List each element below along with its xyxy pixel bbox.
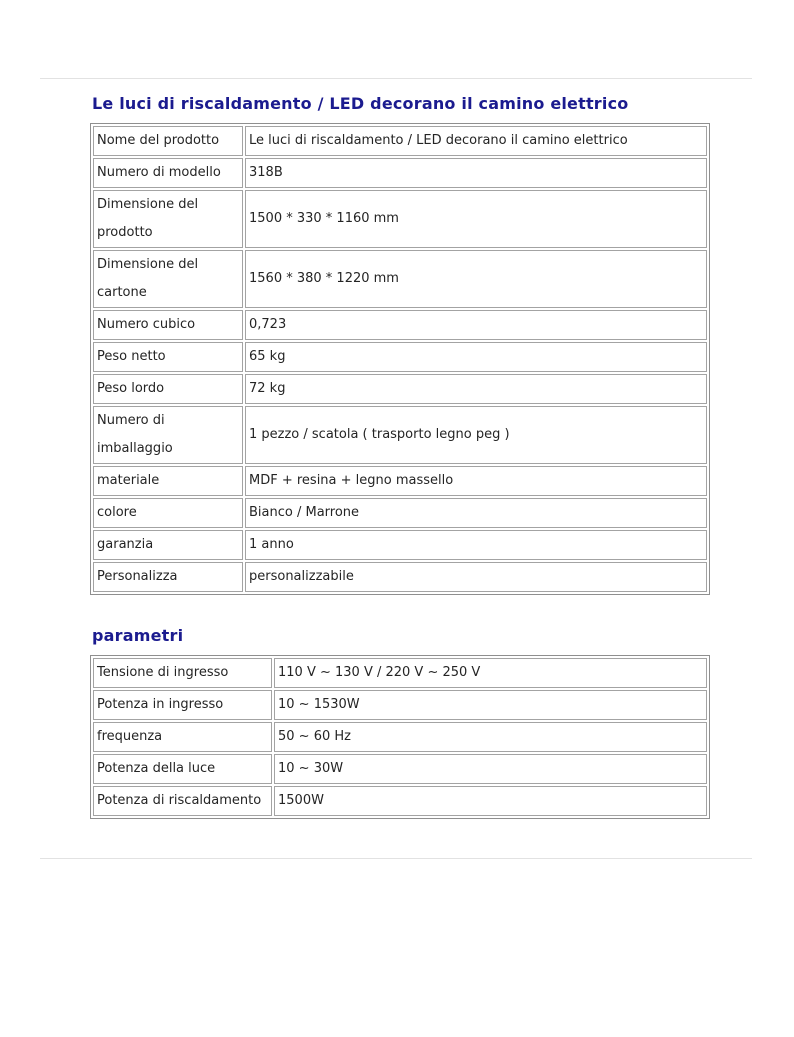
parameters-table: Tensione di ingresso 110 V ~ 130 V / 220… bbox=[90, 655, 710, 819]
spec-label-cell: Potenza in ingresso bbox=[93, 690, 272, 720]
spec-value-cell: Le luci di riscaldamento / LED decorano … bbox=[245, 126, 707, 156]
table-row: Numero di modello 318B bbox=[93, 158, 707, 188]
spec-value-cell: 1500 * 330 * 1160 mm bbox=[245, 190, 707, 248]
spec-value-cell: 10 ~ 30W bbox=[274, 754, 707, 784]
spec-label-cell: Dimensione del cartone bbox=[93, 250, 243, 308]
spec-label-cell: Potenza della luce bbox=[93, 754, 272, 784]
spec-label-cell: garanzia bbox=[93, 530, 243, 560]
table-row: Potenza della luce 10 ~ 30W bbox=[93, 754, 707, 784]
table-row: Potenza di riscaldamento 1500W bbox=[93, 786, 707, 816]
spec-label-cell: Numero cubico bbox=[93, 310, 243, 340]
table-row: Peso lordo 72 kg bbox=[93, 374, 707, 404]
spec-value-cell: 1500W bbox=[274, 786, 707, 816]
spec-value-cell: personalizzabile bbox=[245, 562, 707, 592]
table-row: Dimensione del cartone 1560 * 380 * 1220… bbox=[93, 250, 707, 308]
table-row: materiale MDF + resina + legno massello bbox=[93, 466, 707, 496]
table-row: Tensione di ingresso 110 V ~ 130 V / 220… bbox=[93, 658, 707, 688]
section-title-parameters: parametri bbox=[92, 626, 184, 645]
main-content: Le luci di riscaldamento / LED decorano … bbox=[90, 94, 710, 819]
spec-value-cell: 1 pezzo / scatola ( trasporto legno peg … bbox=[245, 406, 707, 464]
table-row: Potenza in ingresso 10 ~ 1530W bbox=[93, 690, 707, 720]
spec-value-cell: 110 V ~ 130 V / 220 V ~ 250 V bbox=[274, 658, 707, 688]
spec-label-cell: Potenza di riscaldamento bbox=[93, 786, 272, 816]
spec-label-cell: Numero di imballaggio bbox=[93, 406, 243, 464]
table-row: Peso netto 65 kg bbox=[93, 342, 707, 372]
spec-value-cell: Bianco / Marrone bbox=[245, 498, 707, 528]
spec-value-cell: 1560 * 380 * 1220 mm bbox=[245, 250, 707, 308]
table-row: Numero cubico 0,723 bbox=[93, 310, 707, 340]
spec-label-cell: Tensione di ingresso bbox=[93, 658, 272, 688]
spec-label-cell: materiale bbox=[93, 466, 243, 496]
spec-label-cell: frequenza bbox=[93, 722, 272, 752]
table-row: Numero di imballaggio 1 pezzo / scatola … bbox=[93, 406, 707, 464]
table-row: Personalizza personalizzabile bbox=[93, 562, 707, 592]
spec-value-cell: 65 kg bbox=[245, 342, 707, 372]
separator-line-bottom bbox=[40, 858, 752, 859]
product-spec-page: Le luci di riscaldamento / LED decorano … bbox=[0, 78, 794, 859]
spec-value-cell: 10 ~ 1530W bbox=[274, 690, 707, 720]
spec-label-cell: Peso lordo bbox=[93, 374, 243, 404]
spec-value-cell: 1 anno bbox=[245, 530, 707, 560]
spec-label-cell: Peso netto bbox=[93, 342, 243, 372]
table-row: Nome del prodotto Le luci di riscaldamen… bbox=[93, 126, 707, 156]
table-row: frequenza 50 ~ 60 Hz bbox=[93, 722, 707, 752]
spec-value-cell: 0,723 bbox=[245, 310, 707, 340]
spec-value-cell: 50 ~ 60 Hz bbox=[274, 722, 707, 752]
spec-label-cell: colore bbox=[93, 498, 243, 528]
spec-label-cell: Nome del prodotto bbox=[93, 126, 243, 156]
table-row: Dimensione del prodotto 1500 * 330 * 116… bbox=[93, 190, 707, 248]
spec-label-cell: Personalizza bbox=[93, 562, 243, 592]
separator-line-top bbox=[40, 78, 752, 79]
spec-value-cell: MDF + resina + legno massello bbox=[245, 466, 707, 496]
table-row: colore Bianco / Marrone bbox=[93, 498, 707, 528]
spec-value-cell: 72 kg bbox=[245, 374, 707, 404]
spec-label-cell: Numero di modello bbox=[93, 158, 243, 188]
section-title-product: Le luci di riscaldamento / LED decorano … bbox=[92, 94, 629, 113]
table-row: garanzia 1 anno bbox=[93, 530, 707, 560]
spec-value-cell: 318B bbox=[245, 158, 707, 188]
spec-label-cell: Dimensione del prodotto bbox=[93, 190, 243, 248]
product-spec-table: Nome del prodotto Le luci di riscaldamen… bbox=[90, 123, 710, 595]
